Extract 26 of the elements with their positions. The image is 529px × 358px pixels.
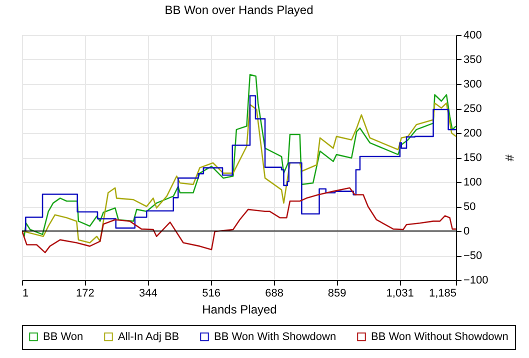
y-tick-label: 50 [464,201,476,213]
legend-label: BB Won [43,330,84,343]
x-axis-title: Hands Played [202,302,277,316]
y-tick-label: 350 [464,54,482,66]
legend-label: BB Won Without Showdown [371,330,508,343]
y-tick-label: 100 [464,176,482,188]
x-tick-label: 688 [265,288,284,300]
y-tick-label: 200 [464,128,482,140]
y-tick-label: 250 [464,103,482,115]
y-tick-label: 150 [464,152,482,164]
x-tick-label: 1 [22,288,29,300]
y-axis-title: # [502,154,516,162]
chart-title: BB Won over Hands Played [164,3,314,17]
x-tick-label: 516 [202,288,220,300]
x-tick-label: 859 [328,288,346,300]
y-tick-label: −50 [464,250,482,262]
legend-label: All-In Adj BB [118,330,180,343]
x-tick-label: 172 [76,288,94,300]
y-tick-label: 300 [464,78,482,90]
x-tick-label: 1,031 [386,288,414,300]
x-tick-label: 1,185 [428,288,456,300]
x-tick-label: 344 [139,288,158,300]
y-tick-label: 400 [464,30,482,42]
y-tick-label: 0 [464,226,470,238]
legend-label: BB Won With Showdown [214,330,336,343]
y-tick-label: −100 [464,274,488,286]
